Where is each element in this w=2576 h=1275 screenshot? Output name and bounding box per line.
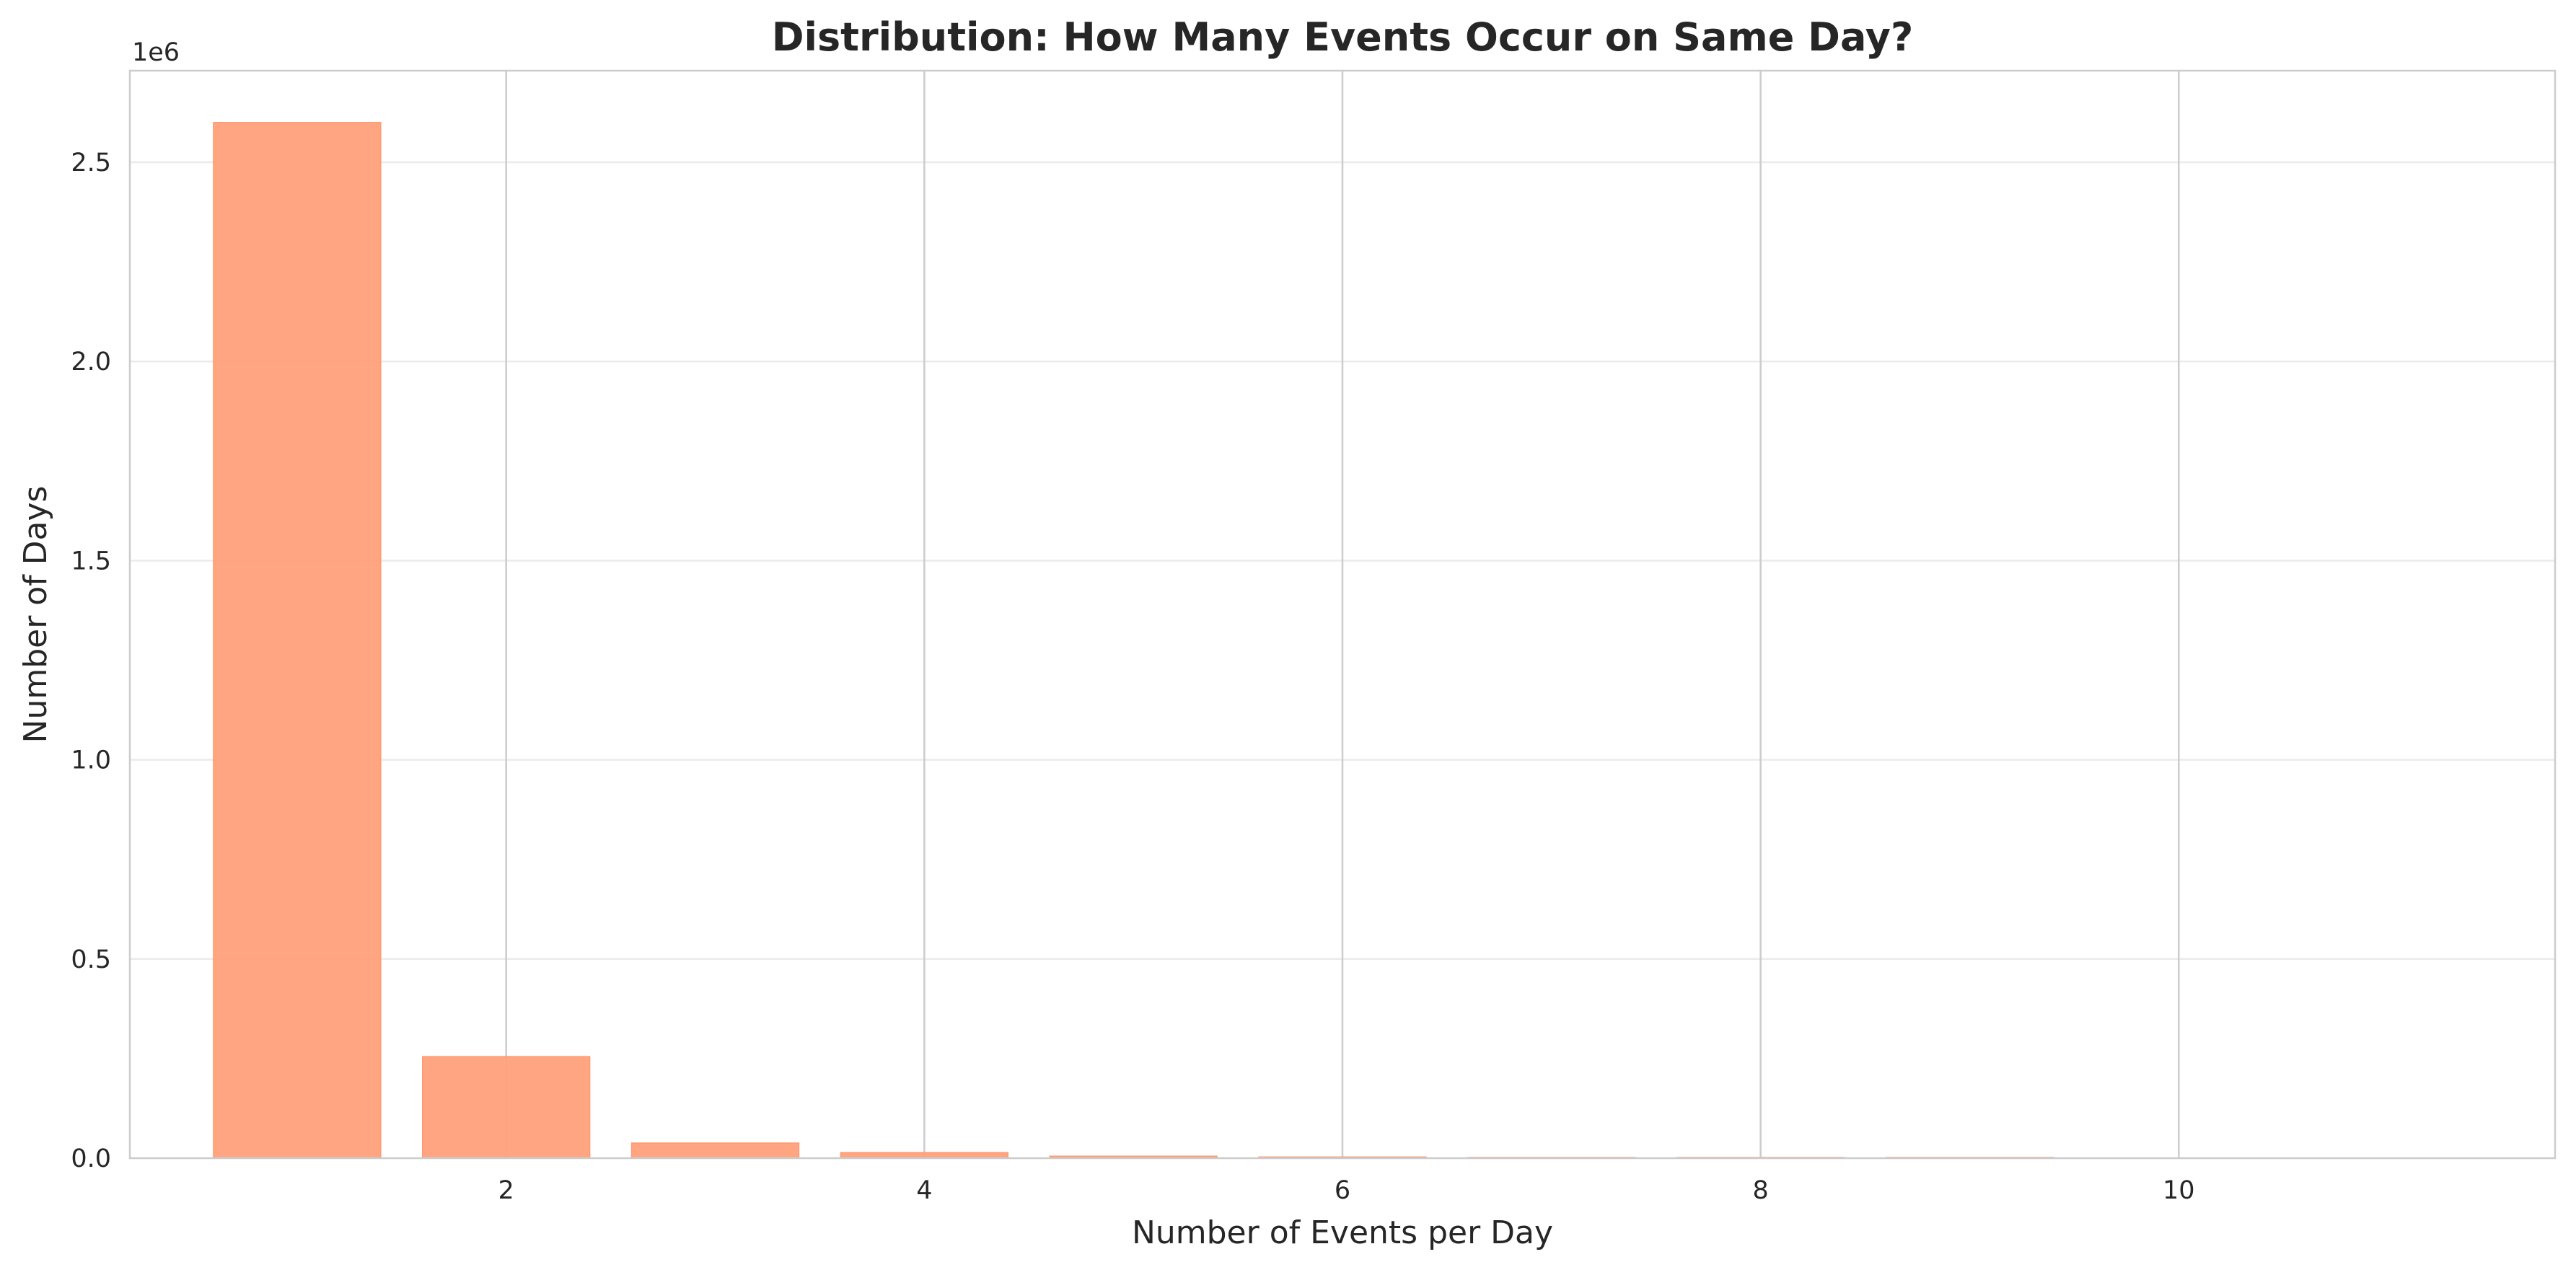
- y-tick-label: 2.5: [71, 149, 111, 177]
- plot-frame: [128, 69, 2557, 1160]
- y-tick-label: 0.5: [71, 945, 111, 974]
- x-tick-labels: 2 4 6 8 10: [498, 1176, 2195, 1205]
- x-tick-label: 2: [498, 1176, 514, 1205]
- bars: [213, 122, 2054, 1159]
- y-offset-label: 1e6: [132, 38, 180, 67]
- y-axis-label: Number of Days: [17, 486, 54, 744]
- y-tick-label: 1.5: [71, 547, 111, 575]
- x-tick-label: 10: [2163, 1176, 2195, 1205]
- y-tick-label: 1.0: [71, 746, 111, 775]
- x-axis-label: Number of Events per Day: [1132, 1214, 1553, 1251]
- bar-2: [422, 1056, 591, 1159]
- x-tick-label: 4: [916, 1176, 932, 1205]
- chart-title: Distribution: How Many Events Occur on S…: [772, 14, 1914, 60]
- bar-1: [213, 122, 382, 1159]
- vertical-gridlines: [505, 71, 2180, 1158]
- y-tick-label: 0.0: [71, 1144, 111, 1173]
- y-tick-label: 2.0: [71, 348, 111, 376]
- x-tick-label: 8: [1753, 1176, 1769, 1205]
- y-tick-labels: 0.0 0.5 1.0 1.5 2.0 2.5: [71, 149, 111, 1173]
- bar-3: [630, 1142, 800, 1159]
- x-tick-label: 6: [1335, 1176, 1350, 1205]
